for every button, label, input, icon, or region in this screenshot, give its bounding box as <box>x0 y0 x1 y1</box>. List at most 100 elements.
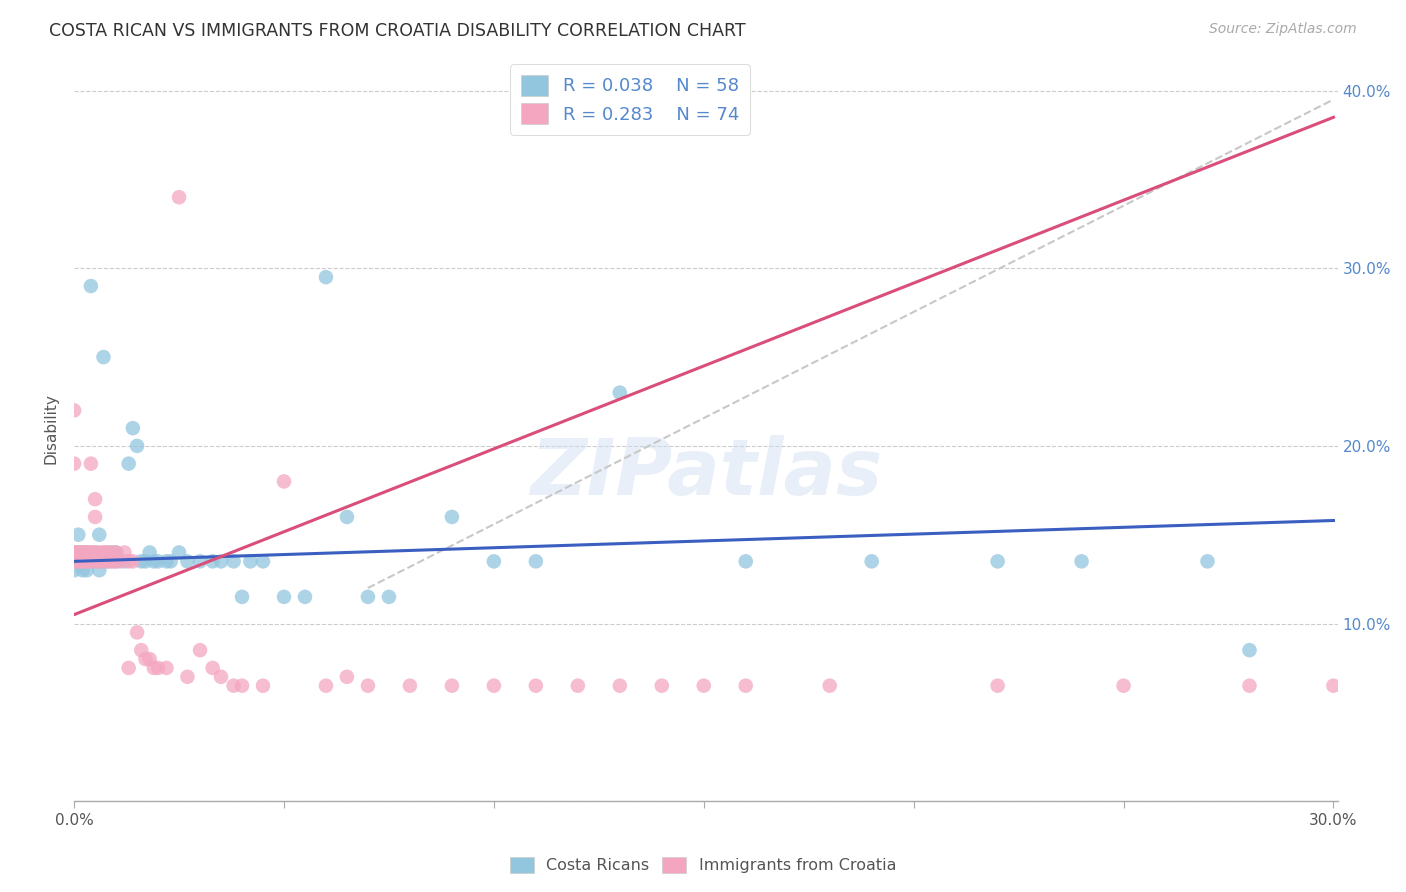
Point <box>176 554 198 568</box>
Point <box>63 545 86 559</box>
Point <box>734 679 756 693</box>
Point <box>609 385 631 400</box>
Point <box>63 403 86 417</box>
Point <box>105 545 128 559</box>
Point <box>84 554 107 568</box>
Point <box>176 670 198 684</box>
Legend: R = 0.038    N = 58, R = 0.283    N = 74: R = 0.038 N = 58, R = 0.283 N = 74 <box>510 64 749 135</box>
Point <box>84 554 107 568</box>
Point <box>1197 554 1219 568</box>
Point <box>142 661 165 675</box>
Point <box>76 545 98 559</box>
Point <box>97 545 120 559</box>
Point <box>76 554 98 568</box>
Point <box>378 590 401 604</box>
Point <box>97 554 120 568</box>
Point <box>67 554 90 568</box>
Point <box>273 475 295 489</box>
Point <box>1112 679 1135 693</box>
Point <box>222 679 245 693</box>
Point <box>114 554 136 568</box>
Point <box>72 545 94 559</box>
Point <box>80 554 103 568</box>
Point <box>93 545 115 559</box>
Point <box>121 554 143 568</box>
Point <box>67 554 90 568</box>
Point <box>201 661 224 675</box>
Point <box>155 554 177 568</box>
Point <box>76 554 98 568</box>
Point <box>201 554 224 568</box>
Point <box>987 679 1010 693</box>
Point <box>146 661 169 675</box>
Point <box>118 554 141 568</box>
Point <box>121 421 143 435</box>
Point <box>72 554 94 568</box>
Point <box>357 590 380 604</box>
Point <box>89 545 111 559</box>
Point <box>67 527 90 541</box>
Point <box>93 545 115 559</box>
Point <box>987 554 1010 568</box>
Point <box>129 554 152 568</box>
Point <box>97 545 120 559</box>
Point <box>67 545 90 559</box>
Point <box>693 679 716 693</box>
Point <box>76 545 98 559</box>
Point <box>440 679 463 693</box>
Point <box>1239 643 1261 657</box>
Point <box>118 457 141 471</box>
Point <box>167 545 190 559</box>
Point <box>138 652 160 666</box>
Point <box>231 590 253 604</box>
Point <box>93 554 115 568</box>
Point <box>72 554 94 568</box>
Point <box>482 679 505 693</box>
Point <box>231 679 253 693</box>
Point <box>63 554 86 568</box>
Point <box>72 563 94 577</box>
Point <box>101 545 124 559</box>
Point <box>818 679 841 693</box>
Point <box>80 279 103 293</box>
Point <box>101 554 124 568</box>
Point <box>80 457 103 471</box>
Point <box>72 545 94 559</box>
Point <box>93 350 115 364</box>
Point <box>524 679 547 693</box>
Point <box>188 643 211 657</box>
Text: Source: ZipAtlas.com: Source: ZipAtlas.com <box>1209 22 1357 37</box>
Point <box>67 545 90 559</box>
Point <box>105 545 128 559</box>
Point <box>252 679 274 693</box>
Point <box>93 554 115 568</box>
Y-axis label: Disability: Disability <box>44 392 58 464</box>
Text: ZIPatlas: ZIPatlas <box>530 435 882 511</box>
Point <box>357 679 380 693</box>
Point <box>524 554 547 568</box>
Point <box>336 510 359 524</box>
Point <box>440 510 463 524</box>
Point <box>101 554 124 568</box>
Point <box>80 545 103 559</box>
Point <box>67 545 90 559</box>
Point <box>63 457 86 471</box>
Point <box>125 439 148 453</box>
Point <box>567 679 589 693</box>
Point <box>315 679 337 693</box>
Point <box>336 670 359 684</box>
Point <box>125 625 148 640</box>
Point <box>134 652 156 666</box>
Point <box>155 661 177 675</box>
Point <box>1239 679 1261 693</box>
Point <box>273 590 295 604</box>
Point <box>118 661 141 675</box>
Point <box>609 679 631 693</box>
Point <box>129 643 152 657</box>
Point <box>89 554 111 568</box>
Point <box>167 190 190 204</box>
Point <box>222 554 245 568</box>
Point <box>76 563 98 577</box>
Point <box>146 554 169 568</box>
Point <box>80 554 103 568</box>
